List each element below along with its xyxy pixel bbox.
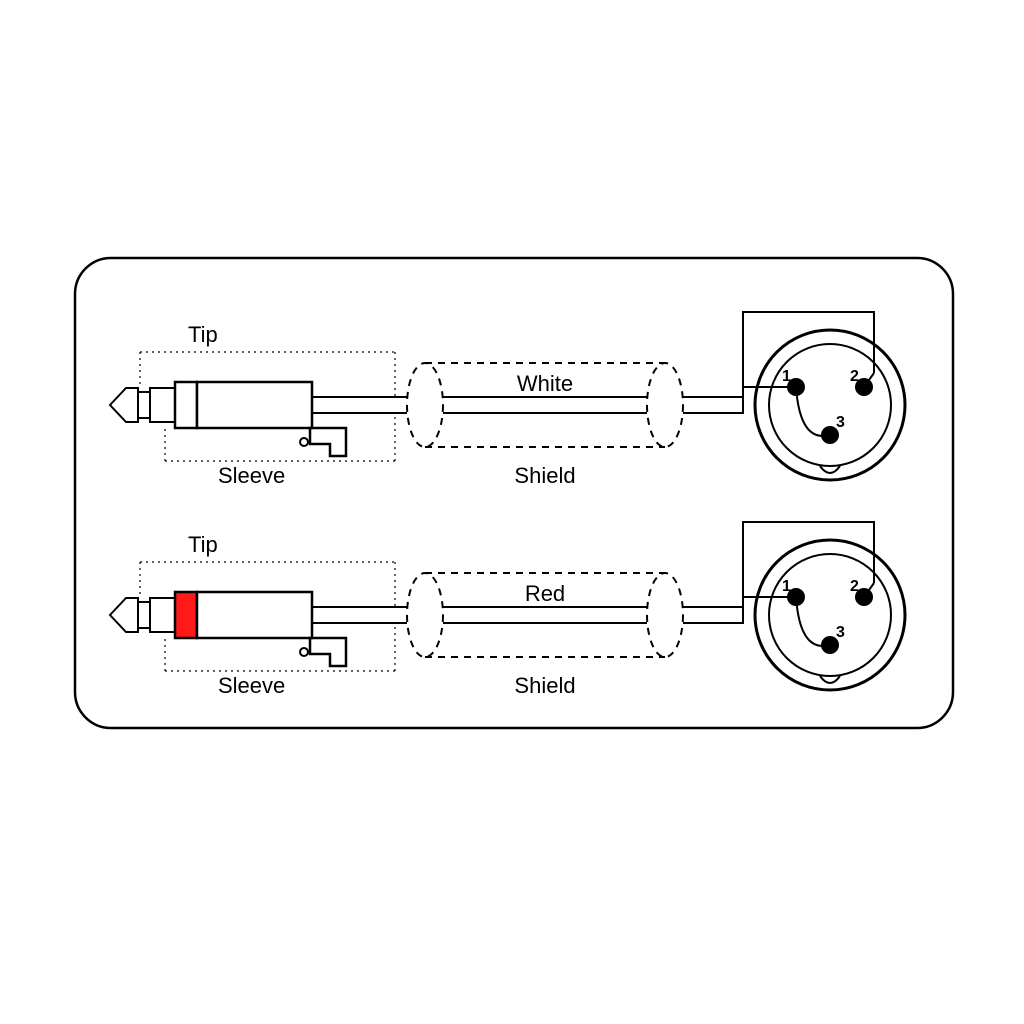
xlr-shell — [755, 330, 905, 480]
xlr-pin-label: 1 — [782, 368, 791, 385]
wire-label: White — [517, 371, 573, 396]
jack-ring — [175, 592, 197, 638]
shield-end-left — [407, 363, 443, 447]
canvas: 1 2 3 Tip Sleeve White Shield 1 2 3 Tip Sleeve Red Sh… — [0, 0, 1024, 1024]
jack-body — [197, 382, 312, 428]
xlr-shell — [755, 540, 905, 690]
wire-label: Red — [525, 581, 565, 606]
xlr-pin-label: 2 — [850, 578, 859, 595]
jack-body — [197, 592, 312, 638]
jack-tip — [110, 388, 138, 422]
wiring-diagram: 1 2 3 Tip Sleeve White Shield 1 2 3 Tip Sleeve Red Sh… — [0, 0, 1024, 1024]
shield-label: Shield — [514, 463, 575, 488]
jack-tip — [110, 598, 138, 632]
xlr-pin-label: 3 — [836, 414, 845, 431]
xlr-pin-label: 2 — [850, 368, 859, 385]
shield-end-right — [647, 573, 683, 657]
shield-end-left — [407, 573, 443, 657]
tip-label: Tip — [188, 322, 218, 347]
shield-end-right — [647, 363, 683, 447]
sleeve-label: Sleeve — [218, 463, 285, 488]
jack-ring — [175, 382, 197, 428]
tip-label: Tip — [188, 532, 218, 557]
sleeve-label: Sleeve — [218, 673, 285, 698]
shield-label: Shield — [514, 673, 575, 698]
xlr-pin-label: 1 — [782, 578, 791, 595]
xlr-pin-label: 3 — [836, 624, 845, 641]
